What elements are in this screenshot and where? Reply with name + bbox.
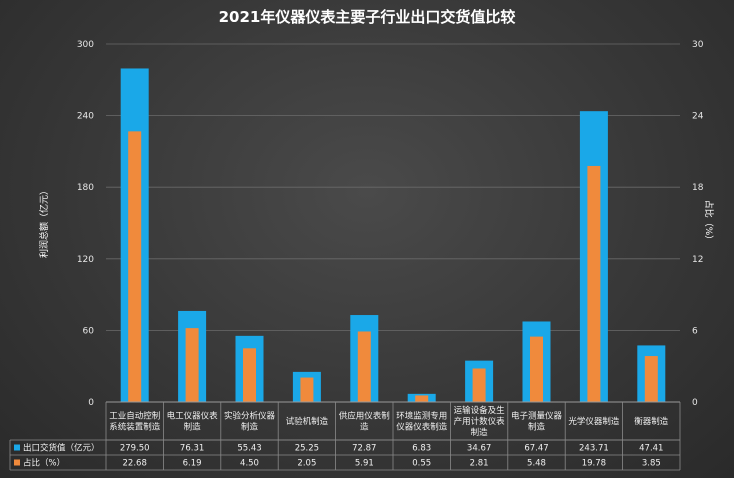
chart-title: 2021年仪器仪表主要子行业出口交货值比较 bbox=[219, 8, 516, 26]
category-label: 工业自动控制 bbox=[109, 411, 160, 422]
y-tick-left: 180 bbox=[77, 183, 94, 193]
data-label: 72.87 bbox=[352, 444, 376, 454]
y-tick-left: 60 bbox=[83, 326, 95, 336]
y-tick-right: 30 bbox=[692, 40, 704, 50]
category-label: 试验机制造 bbox=[286, 416, 329, 427]
y-tick-right: 18 bbox=[692, 183, 704, 193]
category-label: 供应用仪表制 bbox=[339, 411, 390, 422]
axes: 0 60 120 180 240 300 0 6 12 18 24 30 bbox=[77, 40, 704, 408]
data-table: 工业自动控制系统装置制造电工仪器仪表制造实验分析仪器制造试验机制造供应用仪表制造… bbox=[9, 402, 681, 471]
data-label: 25.25 bbox=[295, 444, 319, 454]
y-axis-right-label: 占比（%） bbox=[703, 200, 715, 245]
y-tick-left: 240 bbox=[77, 112, 94, 122]
category-label: 造 bbox=[360, 422, 369, 433]
category-label: 系统装置制造 bbox=[109, 422, 161, 433]
legend-swatch bbox=[14, 444, 20, 451]
category-label: 环境监测专用 bbox=[396, 411, 447, 422]
data-label: 279.50 bbox=[120, 444, 150, 454]
category-label: 制造 bbox=[241, 422, 259, 433]
data-label: 22.68 bbox=[123, 459, 147, 469]
data-label: 5.91 bbox=[355, 459, 374, 469]
y-tick-right: 24 bbox=[692, 112, 704, 122]
bar-share bbox=[128, 131, 142, 403]
y-tick-left: 300 bbox=[77, 40, 94, 50]
legend-swatch bbox=[14, 459, 20, 466]
bar-share bbox=[644, 356, 658, 402]
legend-label: 占比（%） bbox=[23, 458, 65, 469]
data-label: 2.81 bbox=[470, 459, 489, 469]
data-label: 47.41 bbox=[639, 444, 663, 454]
category-label: 产用计数仪表 bbox=[454, 416, 506, 427]
category-label: 衡器制造 bbox=[634, 416, 669, 427]
y-tick-right: 0 bbox=[692, 398, 698, 408]
data-label: 6.83 bbox=[412, 444, 431, 454]
data-label: 0.55 bbox=[412, 459, 431, 469]
category-label: 制造 bbox=[184, 422, 202, 433]
data-label: 19.78 bbox=[582, 459, 606, 469]
category-label: 电子测量仪器 bbox=[511, 411, 563, 422]
legend-label: 出口交货值（亿元） bbox=[23, 443, 100, 454]
category-label: 电工仪器仪表 bbox=[167, 411, 219, 422]
data-label: 76.31 bbox=[180, 444, 204, 454]
bar-share bbox=[415, 395, 429, 402]
bar-share bbox=[357, 331, 371, 402]
data-label: 3.85 bbox=[642, 459, 661, 469]
y-tick-left: 0 bbox=[88, 398, 94, 408]
data-label: 67.47 bbox=[524, 444, 548, 454]
data-label: 55.43 bbox=[237, 444, 261, 454]
data-label: 6.19 bbox=[183, 459, 202, 469]
y-axis-left-label: 利润总额（亿元） bbox=[38, 186, 50, 258]
category-label: 制造 bbox=[528, 422, 546, 433]
bar-share bbox=[185, 328, 199, 402]
data-label: 4.50 bbox=[240, 459, 259, 469]
bar-share bbox=[243, 348, 256, 402]
bar-share bbox=[587, 165, 601, 402]
category-label: 制造 bbox=[471, 427, 489, 438]
category-label: 仪器仪表制造 bbox=[396, 422, 448, 433]
category-label: 运输设备及生 bbox=[454, 405, 506, 416]
data-label: 2.05 bbox=[297, 459, 316, 469]
bar-share bbox=[530, 336, 543, 402]
y-tick-right: 6 bbox=[692, 326, 698, 336]
y-tick-right: 12 bbox=[692, 255, 703, 265]
data-label: 5.48 bbox=[527, 459, 546, 469]
data-label: 243.71 bbox=[579, 444, 609, 454]
bar-share bbox=[300, 377, 314, 402]
category-label: 光学仪器制造 bbox=[568, 416, 620, 427]
bars bbox=[120, 68, 666, 403]
category-label: 实验分析仪器 bbox=[224, 411, 276, 422]
bar-share bbox=[472, 368, 486, 402]
data-label: 34.67 bbox=[467, 444, 491, 454]
y-tick-left: 120 bbox=[77, 255, 94, 265]
